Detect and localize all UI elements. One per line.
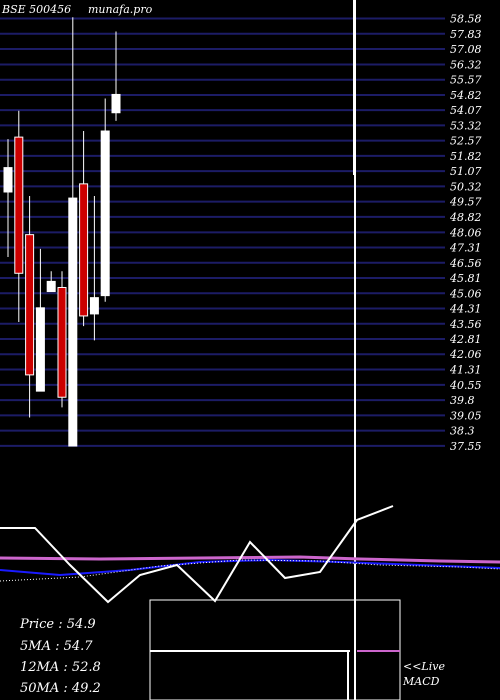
macd-label: MACD bbox=[402, 675, 440, 688]
candles bbox=[3, 17, 121, 447]
y-tick-label: 37.55 bbox=[450, 440, 482, 453]
ma-dotted-line bbox=[0, 559, 500, 582]
y-tick-label: 58.58 bbox=[450, 13, 482, 26]
candle-body bbox=[14, 136, 24, 274]
y-tick-label: 38.3 bbox=[450, 425, 475, 438]
y-tick-label: 57.83 bbox=[450, 28, 482, 41]
candle-body bbox=[79, 183, 89, 317]
y-tick-label: 49.57 bbox=[449, 196, 482, 209]
y-tick-label: 55.57 bbox=[450, 74, 482, 87]
macd-live-label: <<Live bbox=[403, 660, 445, 673]
ma-blue-line bbox=[0, 558, 500, 577]
ma12-label: 12MA : 52.8 bbox=[20, 660, 101, 675]
y-tick-label: 44.31 bbox=[449, 303, 482, 316]
candle-body bbox=[100, 130, 110, 297]
candle-body bbox=[35, 307, 45, 392]
y-tick-label: 57.08 bbox=[450, 43, 482, 56]
y-tick-label: 41.31 bbox=[449, 363, 482, 376]
y-tick-label: 51.07 bbox=[450, 165, 482, 178]
ma-purple-line bbox=[0, 555, 500, 564]
candle-body bbox=[57, 286, 67, 398]
y-tick-label: 50.32 bbox=[450, 180, 482, 193]
y-axis-ticks: 58.58 57.83 57.08 56.32 55.57 54.82 54.07 53.32… bbox=[449, 13, 482, 453]
candle-body bbox=[89, 297, 99, 315]
price-line bbox=[0, 505, 394, 604]
y-tick-label: 46.56 bbox=[449, 257, 482, 270]
y-tick-label: 43.56 bbox=[449, 318, 482, 331]
candle-body bbox=[25, 234, 35, 376]
candle-body bbox=[3, 167, 13, 193]
y-tick-label: 51.82 bbox=[450, 150, 482, 163]
y-tick-label: 52.57 bbox=[450, 135, 482, 148]
chart-title: BSE 500456 bbox=[1, 3, 71, 16]
y-tick-label: 53.32 bbox=[450, 119, 482, 132]
ma5-label: 5MA : 54.7 bbox=[20, 639, 93, 654]
y-tick-label: 42.06 bbox=[449, 348, 482, 361]
y-tick-label: 54.82 bbox=[450, 89, 482, 102]
watermark: munafa.pro bbox=[88, 3, 153, 16]
y-tick-label: 40.55 bbox=[449, 379, 482, 392]
y-tick-label: 45.06 bbox=[449, 287, 482, 300]
price-label: Price : 54.9 bbox=[19, 617, 96, 632]
y-tick-label: 48.82 bbox=[449, 211, 482, 224]
y-tick-label: 48.06 bbox=[449, 226, 482, 239]
candle-body bbox=[111, 93, 121, 114]
y-tick-label: 39.8 bbox=[450, 394, 475, 407]
y-tick-label: 45.81 bbox=[449, 272, 482, 285]
candle-body bbox=[68, 197, 78, 447]
y-tick-label: 39.05 bbox=[450, 409, 482, 422]
candle-body bbox=[46, 280, 56, 293]
grid-lines bbox=[0, 17, 445, 447]
y-tick-label: 56.32 bbox=[450, 58, 482, 71]
y-tick-label: 42.81 bbox=[449, 333, 482, 346]
ma50-label: 50MA : 49.2 bbox=[20, 681, 101, 696]
y-tick-label: 47.31 bbox=[449, 242, 482, 255]
y-tick-label: 54.07 bbox=[450, 104, 482, 117]
